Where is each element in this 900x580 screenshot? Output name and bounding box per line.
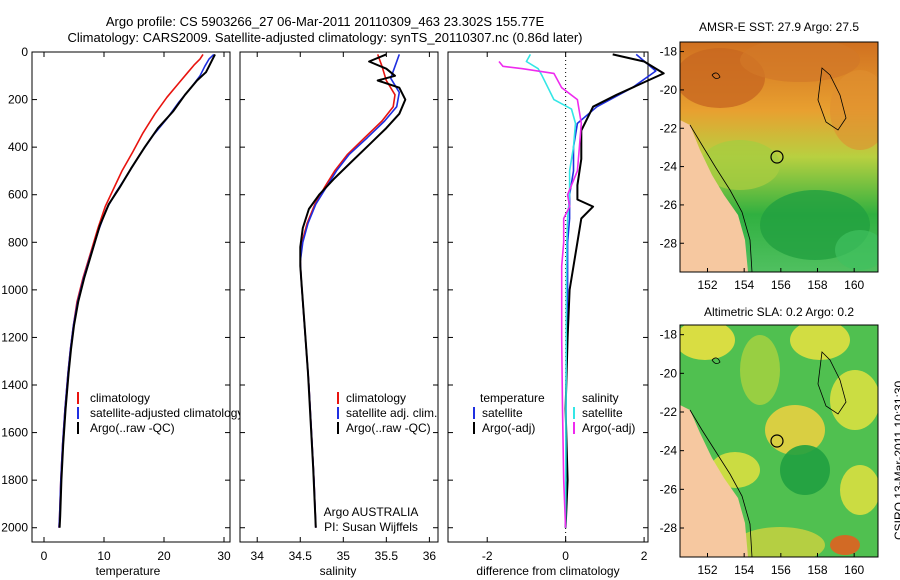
sst-field [680,42,878,272]
temperature-xlabel: temperature [96,564,161,578]
salinity-xtick-label: 35 [337,549,351,563]
map-ytick-label: -22 [660,121,678,135]
legend-heading-salinity: salinity [582,391,619,405]
temperature-series-satellite-adjusted-climatology [58,53,215,528]
map-ytick-label: -28 [660,236,678,250]
map-xtick-label: 152 [697,278,717,292]
salinity-xlabel: salinity [320,564,357,578]
csiro-timestamp: CSIRO 13-Mar-2011 10:31:30 [892,380,900,540]
depth-tick-label: 1800 [1,473,28,487]
map-xtick-label: 154 [734,563,754,577]
legend-label-temp-argo: Argo(-adj) [482,421,535,435]
depth-tick-label: 1200 [1,330,28,344]
legend-label-sal-satellite: satellite adj. clim. [346,406,437,420]
legend-label-climatology: climatology [90,391,150,405]
depth-tick-label: 800 [8,235,28,249]
depth-tick-label: 400 [8,140,28,154]
difference-xlabel: difference from climatology [476,564,619,578]
map-ytick-label: -18 [660,45,678,59]
legend-label-sal-climatology: climatology [346,391,406,405]
sst-map-panel: AMSR-E SST: 27.9 Argo: 27.5 152 154 156 158… [660,20,879,292]
difference-axes-frame [447,51,649,543]
map-ytick-label: -28 [660,521,678,535]
figure-title-line1: Argo profile: CS 5903266_27 06-Mar-2011 … [105,14,545,29]
map-ytick-label: -20 [660,83,678,97]
depth-tick-label: 1400 [1,378,28,392]
difference-legend: temperature satellite Argo(-adj) salinit… [473,391,635,435]
depth-tick-label: 1600 [1,426,28,440]
argo-float-marker-sst [770,150,784,164]
map-xtick-label: 156 [771,563,791,577]
depth-tick-label: 1000 [1,283,28,297]
salinity-series-argo-raw-qc- [299,53,407,528]
salinity-xtick-label: 34.5 [289,549,313,563]
salinity-axes-frame [239,51,439,543]
map-ytick-label: -18 [660,328,678,342]
map-xtick-label: 154 [734,278,754,292]
sst-map-frame [679,41,879,273]
legend-label-sal-argo: Argo(..raw -QC) [346,421,431,435]
difference-series-temperature-argo-adj- [564,53,665,528]
temperature-series-climatology [58,53,204,528]
salinity-xtick-label: 36 [423,549,437,563]
depth-tick-label: 200 [8,93,28,107]
temperature-xtick-label: 30 [217,549,231,563]
difference-xtick-label: -2 [482,549,493,563]
temperature-panel: 0 10 20 30 0 200 400 600 800 1000 1200 1400 1600 1800… [1,45,243,578]
map-ytick-label: -24 [660,444,678,458]
sla-map-panel: Altimetric SLA: 0.2 Argo: 0.2 152 154 156 1… [660,305,879,577]
legend-label-argo: Argo(..raw -QC) [90,421,175,435]
temperature-xtick-label: 20 [157,549,171,563]
map-ytick-label: -20 [660,366,678,380]
temperature-axes-frame [31,51,231,543]
salinity-legend: climatology satellite adj. clim. Argo(..… [337,391,437,435]
argo-program-label: Argo AUSTRALIA [324,505,419,519]
map-xtick-label: 156 [771,278,791,292]
map-xtick-label: 158 [807,563,827,577]
salinity-series-climatology [299,54,396,528]
map-xtick-label: 160 [844,278,864,292]
depth-tick-label: 600 [8,188,28,202]
legend-label-satellite-adjusted: satellite-adjusted climatology [90,406,243,420]
difference-xtick-label: 0 [562,549,569,563]
sla-map-title: Altimetric SLA: 0.2 Argo: 0.2 [704,305,854,319]
legend-label-sal-satellite-diff: satellite [582,406,623,420]
figure-title-line2: Climatology: CARS2009. Satellite-adjuste… [67,30,583,45]
pi-label: PI: Susan Wijffels [324,520,418,534]
sla-map-frame [679,324,879,558]
salinity-xtick-label: 34 [251,549,265,563]
map-xtick-label: 152 [697,563,717,577]
argo-float-marker-sla [770,434,784,448]
legend-label-sal-argo-diff: Argo(-adj) [582,421,635,435]
difference-series-salinity-satellite [525,54,577,528]
map-ytick-label: -26 [660,198,678,212]
map-xtick-label: 158 [807,278,827,292]
sla-field [680,325,878,557]
difference-panel: -2 0 2 temperature satellite Argo(-adj) sa… [447,51,665,578]
map-xtick-label: 160 [844,563,864,577]
difference-series-temperature-satellite [564,53,657,528]
depth-tick-label: 2000 [1,521,28,535]
temperature-legend: climatology satellite-adjusted climatolo… [77,391,243,435]
legend-label-temp-satellite: satellite [482,406,523,420]
temperature-xtick-label: 10 [97,549,111,563]
salinity-panel: 34 34.5 35 35.5 36 climatology satellite adj… [239,51,439,578]
difference-xtick-label: 2 [641,549,648,563]
map-ytick-label: -26 [660,482,678,496]
salinity-xtick-label: 35.5 [375,549,399,563]
map-ytick-label: -22 [660,405,678,419]
depth-tick-label: 0 [21,45,28,59]
temperature-series-argo-raw-qc- [58,53,216,528]
map-ytick-label: -24 [660,160,678,174]
sst-map-title: AMSR-E SST: 27.9 Argo: 27.5 [699,20,859,34]
legend-heading-temperature: temperature [480,391,545,405]
temperature-xtick-label: 0 [41,549,48,563]
salinity-series-satellite-adj-clim- [299,54,401,528]
difference-series-salinity-argo-adj- [498,60,583,528]
